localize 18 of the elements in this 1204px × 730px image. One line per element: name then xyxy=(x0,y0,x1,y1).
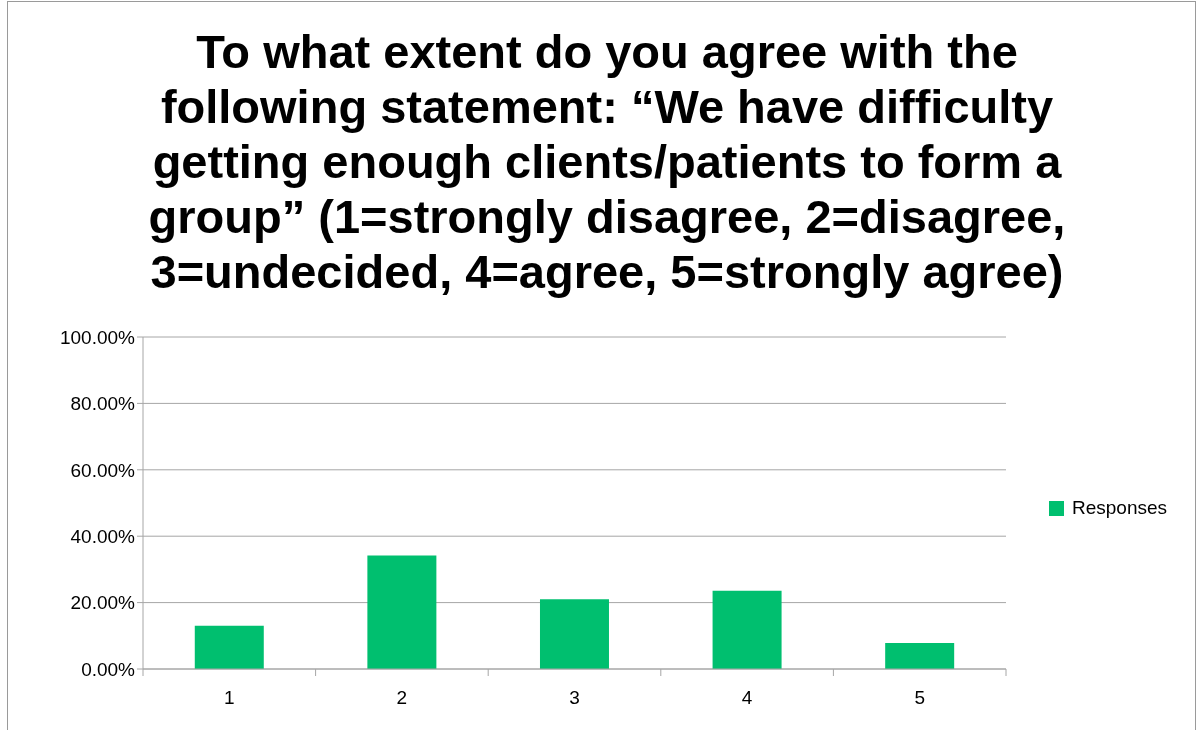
bar xyxy=(885,643,955,669)
y-tick-label: 0.00% xyxy=(81,658,136,680)
x-tick-label: 3 xyxy=(569,687,580,708)
bar xyxy=(712,590,782,669)
chart-title: To what extent do you agree with the following statement: “We have difficulty getting enough clients/patients to form a group” (1=strongly disagree, 2=disagree, 3=undecided, 4=agree, 5=strongly agree) xyxy=(147,24,1067,299)
y-tick-label: 60.00% xyxy=(70,459,136,481)
x-tick-label: 4 xyxy=(741,687,753,708)
y-tick-label: 20.00% xyxy=(70,592,136,614)
legend-label: Responses xyxy=(1072,497,1168,519)
y-tick-label: 100.00% xyxy=(59,326,136,348)
bar xyxy=(539,599,609,669)
bar xyxy=(194,625,264,669)
x-tick-label: 2 xyxy=(396,687,408,708)
y-tick-label: 80.00% xyxy=(70,393,136,415)
y-tick-label: 40.00% xyxy=(70,525,136,547)
bar xyxy=(367,555,437,669)
x-tick-label: 1 xyxy=(224,687,235,708)
x-tick-label: 5 xyxy=(914,687,925,708)
